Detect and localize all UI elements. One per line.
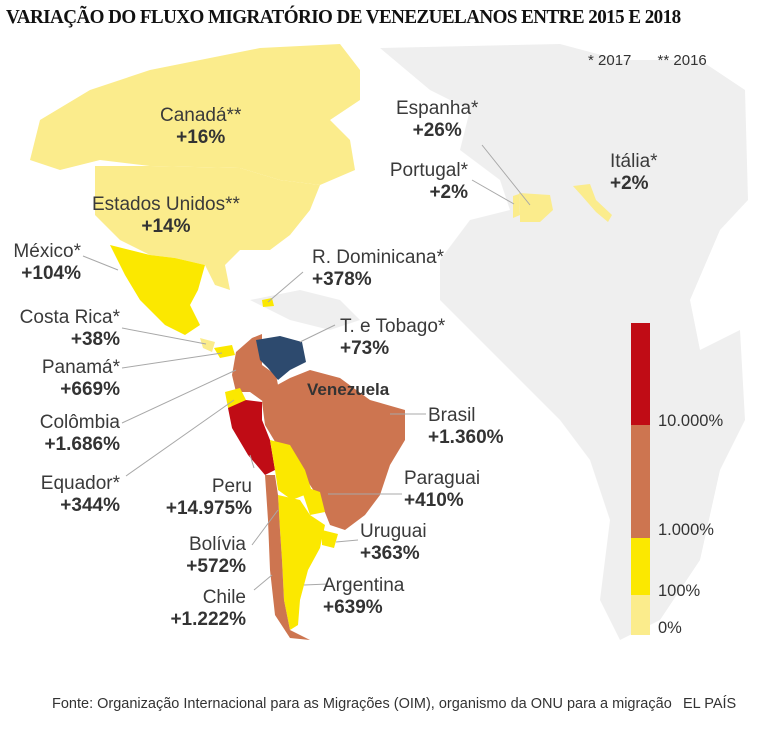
other-land [250, 44, 748, 640]
note-2016: ** 2016 [657, 52, 707, 69]
label-paraguay: Paraguai +410% [404, 468, 481, 511]
chart-title: VARIAÇÃO DO FLUXO MIGRATÓRIO DE VENEZUEL… [6, 6, 681, 28]
legend-bin-100-1000 [631, 538, 650, 595]
country-costa-rica [200, 338, 215, 352]
country-peru [228, 400, 275, 475]
north-america [30, 44, 360, 358]
country-canada [30, 44, 360, 185]
country-venezuela [256, 336, 306, 380]
country-paraguay [300, 485, 325, 515]
country-italy [573, 184, 612, 222]
label-panama: Panamá* +669% [41, 357, 120, 400]
label-mexico: México* +104% [13, 241, 81, 284]
country-spain [519, 193, 553, 222]
country-mexico [110, 245, 205, 335]
country-usa [95, 166, 320, 290]
label-chile: Chile +1.222% [170, 587, 246, 630]
label-dominican-rep: R. Dominicana* +378% [312, 247, 444, 290]
brand-logo: EL PAÍS [683, 696, 737, 712]
label-spain: Espanha* +26% [396, 98, 479, 141]
country-argentina [278, 495, 325, 630]
source-note: Fonte: Organização Internacional para as… [52, 696, 672, 712]
country-brazil [262, 370, 405, 530]
country-uruguay [322, 530, 338, 548]
legend-tick-0: 0% [658, 619, 682, 637]
year-notes: * 2017 ** 2016 [588, 52, 729, 69]
legend-tick-100: 100% [658, 582, 701, 600]
country-panama [214, 345, 235, 358]
label-argentina: Argentina +639% [323, 575, 405, 618]
europe [513, 184, 612, 222]
country-portugal [513, 194, 520, 218]
legend-bin-0-100 [631, 595, 650, 635]
country-chile [265, 475, 310, 640]
label-uruguay: Uruguai +363% [360, 521, 427, 564]
label-costa-rica: Costa Rica* +38% [19, 307, 120, 350]
label-portugal: Portugal* +2% [389, 160, 468, 203]
country-colombia [232, 334, 280, 405]
label-venezuela: Venezuela [307, 380, 390, 399]
legend-tick-10000: 10.000% [658, 412, 724, 430]
label-peru: Peru +14.975% [165, 476, 252, 519]
legend-bin-10000-plus [631, 323, 650, 425]
country-dominican-rep [262, 298, 274, 307]
label-trinidad-tobago: T. e Tobago* +73% [340, 316, 446, 359]
label-bolivia: Bolívia +572% [186, 534, 246, 577]
label-brazil: Brasil +1.360% [428, 405, 504, 448]
label-italy: Itália* +2% [610, 151, 658, 194]
country-bolivia [270, 440, 312, 500]
legend-bin-1000-10000 [631, 425, 650, 538]
leader-lines [82, 144, 531, 591]
label-usa: Estados Unidos** +14% [92, 194, 240, 237]
label-ecuador: Equador* +344% [40, 473, 120, 516]
legend-tick-1000: 1.000% [658, 521, 714, 539]
label-canada: Canadá** +16% [160, 105, 242, 148]
note-2017: * 2017 [588, 52, 632, 69]
label-colombia: Colômbia +1.686% [39, 412, 120, 455]
south-america [225, 334, 405, 640]
